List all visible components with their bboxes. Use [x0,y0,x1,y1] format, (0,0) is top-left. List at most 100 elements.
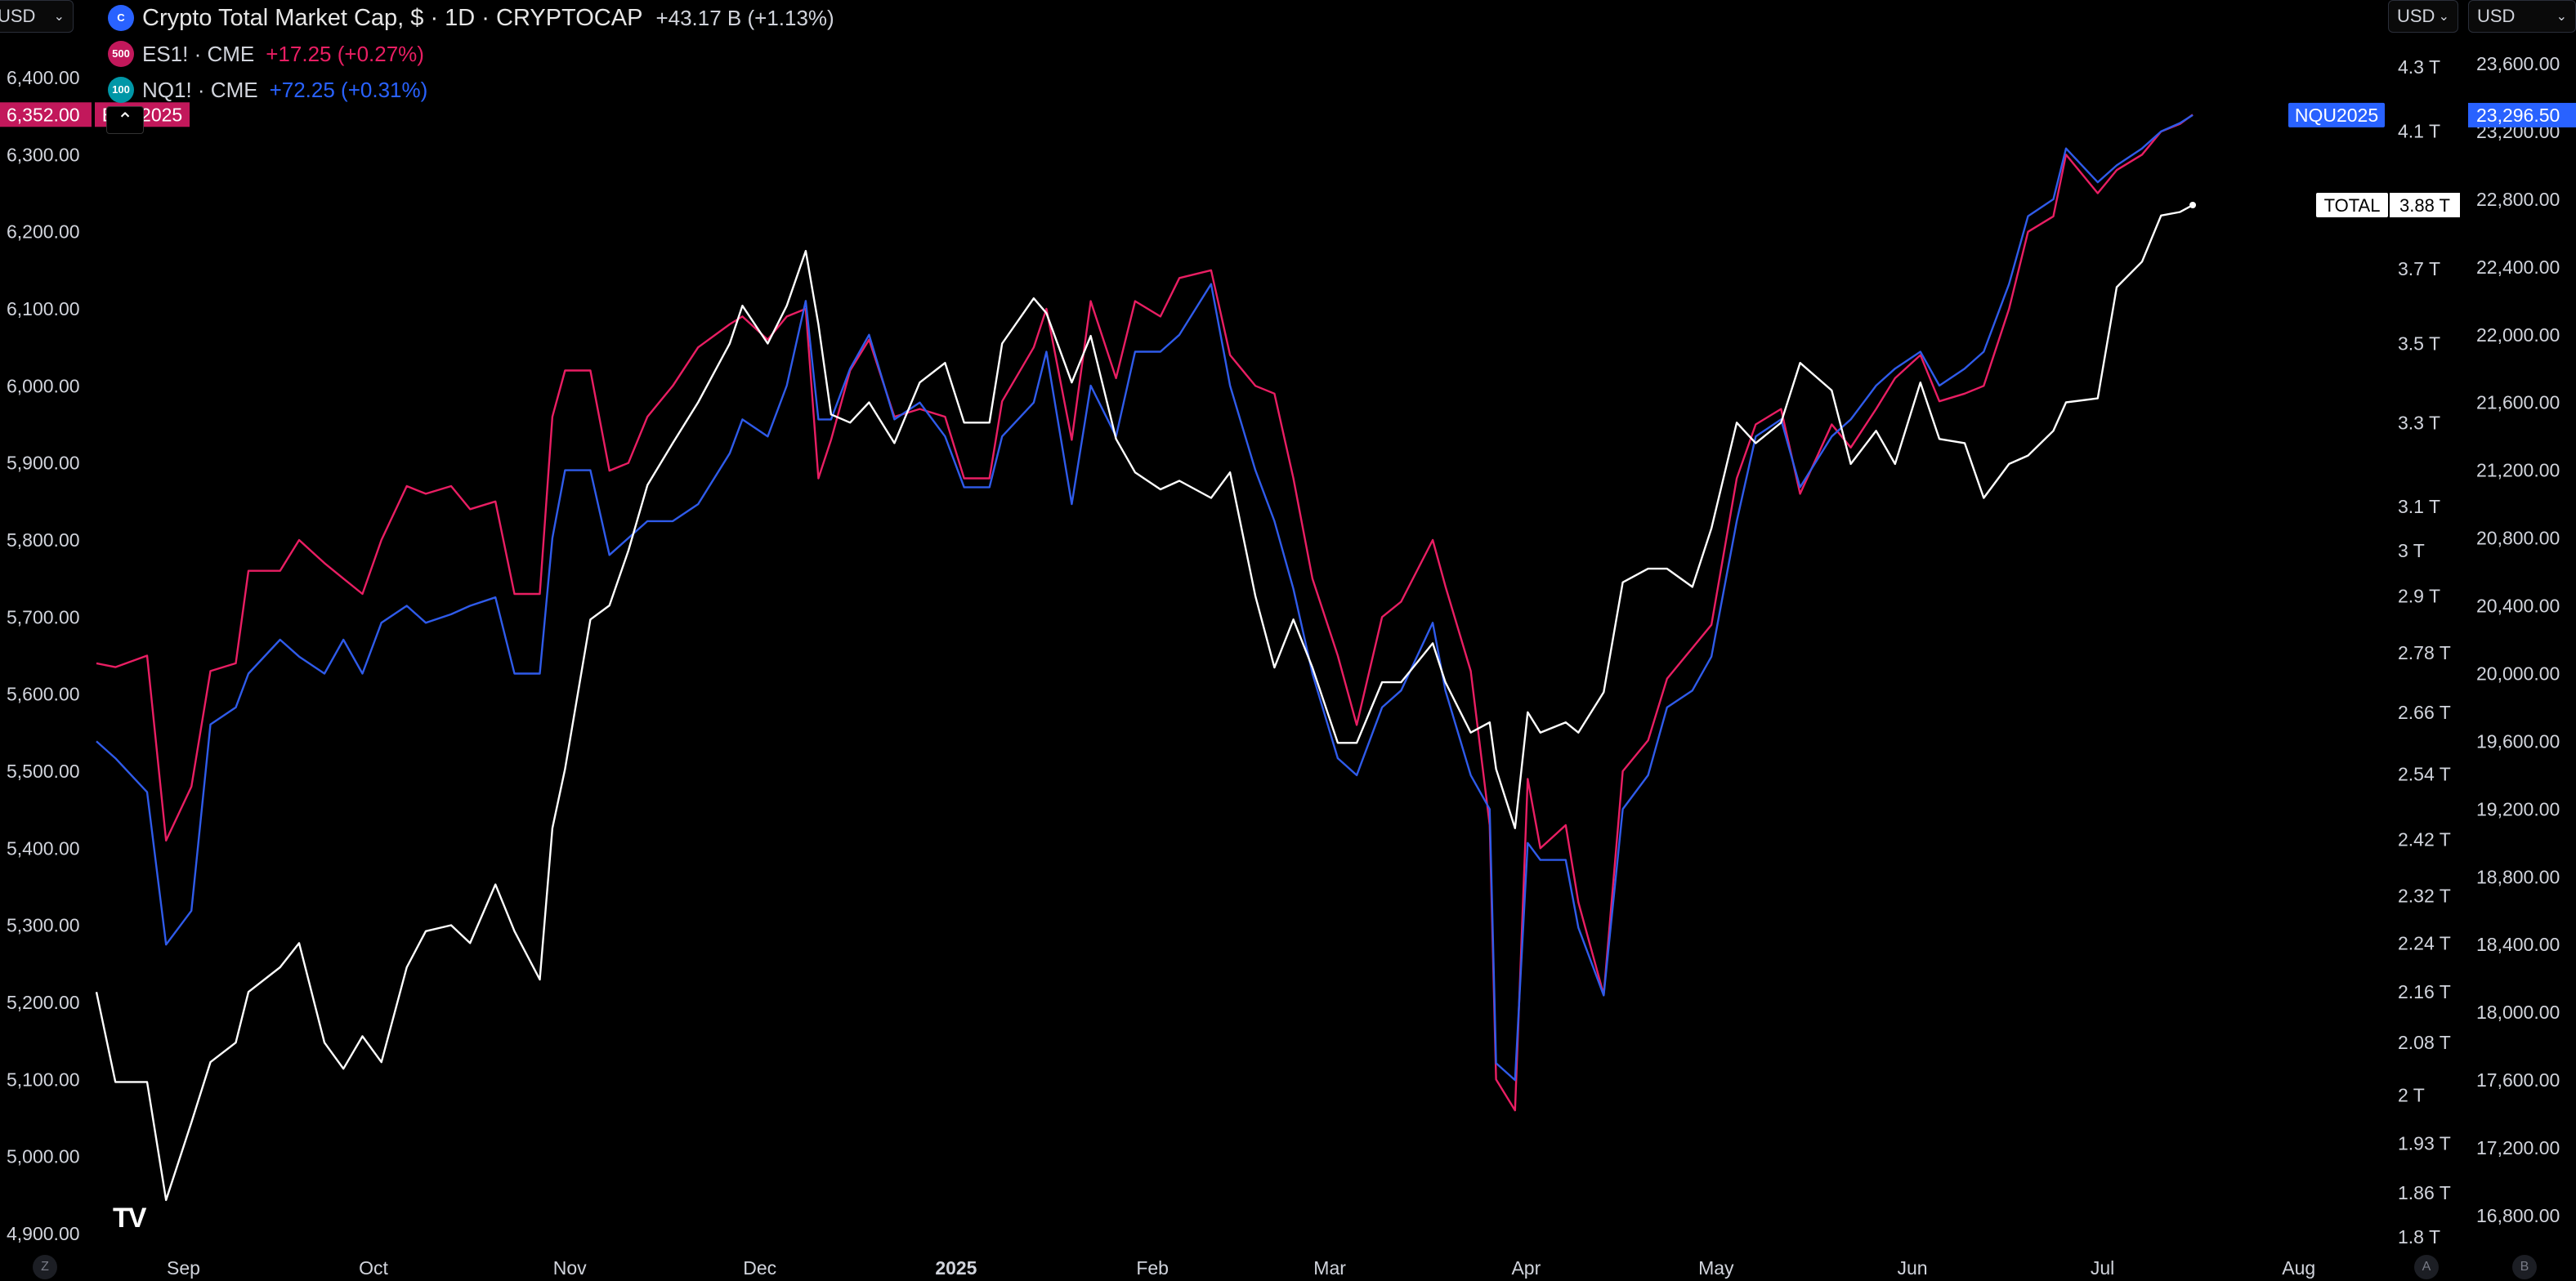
chart-legend: C Crypto Total Market Cap, $ · 1D · CRYP… [108,0,834,108]
left-currency-label: USD [0,6,36,26]
total-axis-tick: 1.86 T [2398,1182,2451,1203]
nq-axis-tick: 20,800.00 [2476,528,2560,549]
right-currency-label-1: USD [2397,6,2435,26]
left-axis-tick: 5,000.00 [7,1146,80,1167]
total-axis-tick: 3.3 T [2398,412,2440,433]
total-axis-tick: 4.1 T [2398,120,2440,141]
scale-toggle-left[interactable]: Z [33,1255,57,1279]
left-axis-tick: 5,600.00 [7,684,80,705]
nq-axis-tick: 18,800.00 [2476,866,2560,887]
scale-toggle-b[interactable]: B [2512,1255,2537,1279]
left-axis-tick: 5,200.00 [7,992,80,1013]
total-series-line [95,203,2194,1202]
x-axis-tick: Apr [1511,1257,1541,1279]
x-axis-tick: 2025 [935,1257,977,1279]
legend-change-nq: +72.25 (+0.31%) [269,78,428,102]
x-axis-tick: Aug [2282,1257,2315,1279]
total-current-value-bg [2390,193,2460,218]
nq-axis-tick: 19,600.00 [2476,730,2560,752]
left-axis-tick: 5,400.00 [7,837,80,859]
x-axis-tick: May [1698,1257,1734,1279]
left-current-price-bg [0,102,92,127]
legend-row-total[interactable]: C Crypto Total Market Cap, $ · 1D · CRYP… [108,0,834,36]
nq-axis-tick: 21,200.00 [2476,460,2560,481]
legend-row-nq[interactable]: 100 NQ1! · CME +72.25 (+0.31%) [108,72,834,108]
nq-current-price-label: 23,296.50 [2476,105,2560,126]
total-axis-tick: 3 T [2398,540,2425,561]
left-axis-tick: 5,300.00 [7,915,80,936]
left-axis-tick: 5,900.00 [7,453,80,474]
chevron-down-icon: ⌄ [2556,10,2567,24]
left-axis-tick: 6,300.00 [7,144,80,165]
x-axis-tick: Dec [743,1257,776,1279]
nq-current-price-bg [2468,102,2576,127]
x-axis-tick: Feb [1136,1257,1169,1279]
total-axis-tick: 2.16 T [2398,981,2451,1002]
chevron-down-icon: ⌄ [2438,10,2449,24]
legend-row-es[interactable]: 500 ES1! · CME +17.25 (+0.27%) [108,36,834,72]
collapse-legend-button[interactable]: ⌃ [106,106,144,134]
nq-axis-tick: 17,600.00 [2476,1069,2560,1091]
left-currency-select[interactable]: USD ⌄ [0,0,74,33]
total-axis-tick: 3.5 T [2398,333,2440,355]
nq-axis-tick: 19,200.00 [2476,798,2560,819]
nq-series-line [96,114,2194,1082]
legend-title: Crypto Total Market Cap, $ · 1D · CRYPTO… [142,5,643,31]
nq-axis-tick: 20,400.00 [2476,596,2560,617]
legend-change-es: +17.25 (+0.27%) [266,42,424,66]
cryptocap-logo-icon: C [108,5,134,31]
x-axis-tick: Jul [2091,1257,2114,1279]
total-axis-tick: 3.7 T [2398,258,2440,279]
nq-series-tag: NQU2025 [2295,105,2378,126]
nq-axis-tick: 17,200.00 [2476,1137,2560,1158]
total-axis-tick: 2 T [2398,1085,2425,1106]
total-axis-tick: 2.08 T [2398,1032,2451,1053]
total-axis-tick: 2.24 T [2398,932,2451,953]
sp500-logo-icon: 500 [108,41,134,67]
legend-name-es: ES1! · CME [142,42,255,66]
total-axis-tick: 3.1 T [2398,496,2440,517]
left-axis-tick: 6,000.00 [7,375,80,396]
nq-axis-tick: 20,000.00 [2476,663,2560,684]
left-axis-tick: 4,900.00 [7,1223,80,1244]
nq-axis-tick: 23,600.00 [2476,53,2560,74]
nq-axis-tick: 22,000.00 [2476,324,2560,346]
chevron-down-icon: ⌄ [53,10,65,24]
x-axis-tick: Sep [167,1257,200,1279]
x-axis-tick: Nov [553,1257,587,1279]
total-axis-tick: 2.54 T [2398,764,2451,785]
x-axis-tick: Oct [359,1257,388,1279]
left-axis-tick: 5,800.00 [7,529,80,551]
left-axis-tick: 5,100.00 [7,1069,80,1090]
legend-name-nq: NQ1! · CME [142,78,258,102]
es-series-line [96,114,2194,1112]
total-series-tag: TOTAL [2324,195,2381,216]
nq-axis-tick: 22,800.00 [2476,189,2560,210]
total-series-tag-bg [2316,193,2388,218]
nq-axis-tick: 22,400.00 [2476,257,2560,278]
total-axis-tick: 2.66 T [2398,702,2451,723]
tradingview-logo-icon: TV [113,1203,146,1234]
left-axis-tick: 6,200.00 [7,221,80,243]
nq-axis-tick: 18,400.00 [2476,934,2560,955]
total-current-value-label: 3.88 T [2399,195,2450,216]
total-axis-tick: 1.8 T [2398,1226,2440,1248]
right-currency-select-1[interactable]: USD ⌄ [2388,0,2458,33]
total-axis-tick: 2.78 T [2398,642,2451,663]
total-axis-tick: 4.3 T [2398,56,2440,78]
nq-axis-tick: 16,800.00 [2476,1205,2560,1226]
left-current-price-label: 6,352.00 [7,104,80,125]
left-axis-tick: 5,500.00 [7,761,80,782]
nq-axis-tick: 18,000.00 [2476,1002,2560,1023]
right-currency-select-2[interactable]: USD ⌄ [2468,0,2576,33]
total-axis-tick: 2.9 T [2398,586,2440,607]
chevron-up-icon: ⌃ [116,109,134,132]
nq-series-tag-bg [2288,102,2385,127]
total-axis-tick: 2.42 T [2398,828,2451,850]
total-last-point [2189,202,2197,209]
x-axis-tick: Jun [1898,1257,1928,1279]
scale-toggle-auto[interactable]: A [2414,1255,2439,1279]
left-axis-tick: 6,400.00 [7,67,80,88]
